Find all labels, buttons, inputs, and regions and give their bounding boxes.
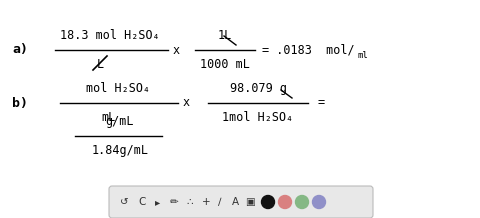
Text: 1L: 1L bbox=[218, 29, 232, 42]
Circle shape bbox=[262, 196, 275, 208]
Text: x: x bbox=[172, 44, 180, 56]
FancyBboxPatch shape bbox=[109, 186, 373, 218]
Text: a): a) bbox=[12, 44, 28, 56]
Text: = .0183  mol/: = .0183 mol/ bbox=[262, 44, 355, 56]
Text: 1.84g/mL: 1.84g/mL bbox=[92, 144, 148, 157]
Text: ▸: ▸ bbox=[156, 197, 161, 207]
Text: A: A bbox=[231, 197, 239, 207]
Text: ↺: ↺ bbox=[120, 197, 128, 207]
Text: =: = bbox=[318, 97, 325, 109]
Text: ml: ml bbox=[357, 51, 368, 60]
Text: L: L bbox=[96, 58, 104, 71]
Text: g/mL: g/mL bbox=[106, 115, 134, 128]
Text: 1000 mL: 1000 mL bbox=[200, 58, 250, 71]
Text: 98.079 g: 98.079 g bbox=[229, 82, 287, 95]
Text: 1mol H₂SO₄: 1mol H₂SO₄ bbox=[222, 111, 294, 124]
Text: x: x bbox=[182, 97, 190, 109]
Text: 18.3 mol H₂SO₄: 18.3 mol H₂SO₄ bbox=[60, 29, 160, 42]
Text: ✏: ✏ bbox=[169, 197, 179, 207]
Text: mol H₂SO₄: mol H₂SO₄ bbox=[86, 82, 150, 95]
Text: b): b) bbox=[12, 97, 28, 109]
Text: ∕: ∕ bbox=[218, 197, 222, 207]
Circle shape bbox=[278, 196, 291, 208]
Text: mL: mL bbox=[101, 111, 115, 124]
Text: C: C bbox=[138, 197, 146, 207]
Text: +: + bbox=[202, 197, 210, 207]
Text: ∴: ∴ bbox=[187, 197, 193, 207]
Circle shape bbox=[296, 196, 309, 208]
Text: ▣: ▣ bbox=[245, 197, 255, 207]
Circle shape bbox=[312, 196, 325, 208]
